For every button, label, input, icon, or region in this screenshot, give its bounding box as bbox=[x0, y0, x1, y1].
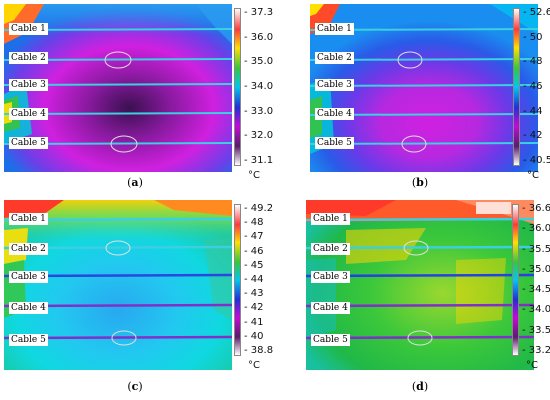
cable-label-c-2: Cable 2 bbox=[9, 243, 48, 255]
cable-label-b-2: Cable 2 bbox=[315, 52, 354, 64]
thermal-image-d bbox=[306, 200, 534, 370]
cable-label-a-4: Cable 4 bbox=[9, 108, 48, 120]
ellipse-marker-c-cable5 bbox=[111, 330, 137, 346]
scale-tick-label: - 35.0 bbox=[522, 263, 550, 275]
cable-label-d-2: Cable 2 bbox=[311, 243, 350, 255]
scale-tick-label: - 34.5 bbox=[522, 284, 550, 296]
scale-tick-label: - 52.6 bbox=[523, 7, 550, 18]
scale-tick-label: - 37.3 bbox=[244, 7, 274, 18]
panel-caption-c: (c) bbox=[127, 380, 143, 393]
scale-tick-label: - 47 bbox=[244, 231, 264, 243]
scale-tick-label: - 40 bbox=[244, 330, 264, 342]
ellipse-marker-c-cable2 bbox=[105, 240, 131, 256]
thermal-panel-a: Cable 1 Cable 2 Cable 3 Cable 4 Cable 5 … bbox=[0, 0, 273, 196]
ellipse-marker-a-cable2 bbox=[104, 51, 132, 69]
color-scale-bar-c bbox=[234, 204, 241, 356]
scale-tick-label: - 36.0 bbox=[244, 31, 274, 43]
scale-tick-label: - 45 bbox=[244, 259, 264, 271]
scale-unit: °C bbox=[527, 170, 539, 181]
ellipse-marker-d-cable2 bbox=[403, 240, 429, 256]
color-scale-bar-a bbox=[234, 8, 241, 166]
scale-tick-label: - 33.5 bbox=[522, 324, 550, 336]
ellipse-marker-b-cable5 bbox=[401, 135, 427, 153]
ellipse-marker-b-cable2 bbox=[397, 51, 423, 69]
scale-tick-label: - 46 bbox=[244, 245, 264, 257]
scale-tick-label: - 33.2 bbox=[522, 345, 550, 356]
scale-tick-label: - 31.1 bbox=[244, 155, 274, 166]
panel-caption-d: (d) bbox=[411, 380, 429, 393]
scale-tick-label: - 34.0 bbox=[244, 81, 274, 92]
scale-unit: °C bbox=[526, 360, 538, 371]
color-scale-ticks-c: - 49.2 - 48 - 47 - 46 - 45 - 44 - 43 - 42 - 41 - … bbox=[244, 203, 274, 372]
ellipse-marker-a-cable5 bbox=[110, 135, 138, 153]
scale-tick-label: - 34.0 bbox=[522, 304, 550, 316]
cable-label-d-4: Cable 4 bbox=[311, 302, 350, 314]
ellipse-marker-d-cable5 bbox=[407, 330, 433, 346]
thermal-panel-c: Cable 1 Cable 2 Cable 3 Cable 4 Cable 5 … bbox=[0, 200, 273, 400]
color-scale-bar-b bbox=[513, 8, 520, 166]
scale-tick-label: - 38.8 bbox=[244, 345, 274, 356]
scale-tick-label: - 35.5 bbox=[522, 243, 550, 255]
cable-label-d-3: Cable 3 bbox=[311, 271, 350, 283]
scale-tick-label: - 36.0 bbox=[522, 223, 550, 235]
scale-tick-label: - 49.2 bbox=[244, 203, 274, 214]
scale-tick-label: - 44 bbox=[244, 274, 264, 285]
cable-label-c-1: Cable 1 bbox=[9, 213, 48, 225]
cable-label-d-1: Cable 1 bbox=[311, 213, 350, 225]
cable-label-b-5: Cable 5 bbox=[315, 137, 354, 149]
color-scale-ticks-b: - 52.6 - 50 - 48 - 46 - 44 - 42 - 40.5 °C bbox=[523, 7, 550, 182]
cable-label-b-1: Cable 1 bbox=[315, 23, 354, 35]
cable-label-c-4: Cable 4 bbox=[9, 302, 48, 314]
scale-tick-label: - 42 bbox=[523, 130, 543, 142]
thermal-panel-d: Cable 1 Cable 2 Cable 3 Cable 4 Cable 5 … bbox=[280, 200, 550, 400]
cable-label-b-4: Cable 4 bbox=[315, 108, 354, 120]
scale-tick-label: - 33.0 bbox=[244, 105, 274, 117]
scale-tick-label: - 48 bbox=[244, 217, 264, 229]
color-scale-ticks-a: - 37.3 - 36.0 - 35.0 - 34.0 - 33.0 - 32.0 - 31… bbox=[244, 7, 274, 182]
scale-unit: °C bbox=[248, 170, 260, 181]
scale-tick-label: - 48 bbox=[523, 56, 543, 68]
scale-tick-label: - 36.6 bbox=[522, 203, 550, 214]
scale-tick-label: - 40.5 bbox=[523, 155, 550, 166]
panel-caption-b: (b) bbox=[411, 176, 429, 189]
scale-tick-label: - 43 bbox=[244, 288, 264, 300]
color-scale-bar-d bbox=[512, 204, 519, 356]
thermal-panel-b: Cable 1 Cable 2 Cable 3 Cable 4 Cable 5 … bbox=[280, 0, 550, 196]
cable-label-d-5: Cable 5 bbox=[311, 334, 350, 346]
panel-caption-a: (a) bbox=[127, 176, 143, 189]
scale-tick-label: - 32.0 bbox=[244, 130, 274, 142]
cable-label-c-3: Cable 3 bbox=[9, 271, 48, 283]
cable-label-a-5: Cable 5 bbox=[9, 137, 48, 149]
cable-label-b-3: Cable 3 bbox=[315, 79, 354, 91]
scale-tick-label: - 42 bbox=[244, 302, 264, 314]
scale-tick-label: - 35.0 bbox=[244, 56, 274, 68]
cable-label-a-3: Cable 3 bbox=[9, 79, 48, 91]
color-scale-ticks-d: - 36.6 - 36.0 - 35.5 - 35.0 - 34.5 - 34.0 - 33… bbox=[522, 203, 550, 372]
cable-label-a-2: Cable 2 bbox=[9, 52, 48, 64]
scale-tick-label: - 41 bbox=[244, 316, 264, 328]
scale-unit: °C bbox=[248, 360, 260, 371]
scale-tick-label: - 46 bbox=[523, 81, 543, 92]
cable-label-a-1: Cable 1 bbox=[9, 23, 48, 35]
scale-tick-label: - 50 bbox=[523, 31, 543, 43]
cable-label-c-5: Cable 5 bbox=[9, 334, 48, 346]
scale-tick-label: - 44 bbox=[523, 105, 543, 117]
